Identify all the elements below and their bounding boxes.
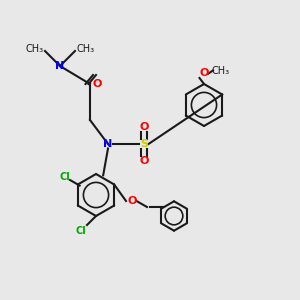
Text: N: N	[56, 61, 64, 71]
Text: CH₃: CH₃	[76, 44, 94, 55]
Text: O: O	[127, 196, 137, 206]
Text: O: O	[139, 155, 149, 166]
Text: O: O	[139, 122, 149, 133]
Text: O: O	[93, 79, 102, 89]
Text: CH₃: CH₃	[212, 65, 230, 76]
Text: CH₃: CH₃	[26, 44, 44, 55]
Text: O: O	[199, 68, 209, 79]
Text: N: N	[103, 139, 112, 149]
Text: Cl: Cl	[76, 226, 86, 236]
Text: S: S	[140, 139, 148, 149]
Text: Cl: Cl	[59, 172, 70, 182]
